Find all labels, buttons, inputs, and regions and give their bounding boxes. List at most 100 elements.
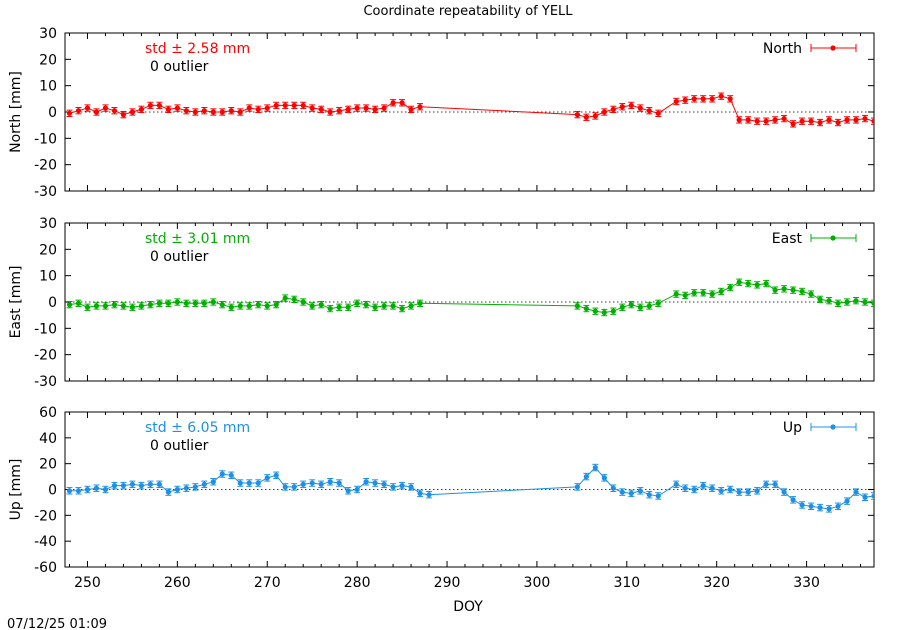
data-point bbox=[255, 302, 261, 308]
data-point bbox=[655, 300, 661, 306]
data-point bbox=[390, 303, 396, 309]
data-point bbox=[646, 108, 652, 114]
data-point bbox=[871, 300, 874, 306]
data-point bbox=[682, 97, 688, 103]
data-point bbox=[718, 93, 724, 99]
data-point bbox=[264, 303, 270, 309]
y-tick-label: 0 bbox=[48, 295, 57, 311]
data-point bbox=[844, 299, 850, 305]
data-point bbox=[246, 303, 252, 309]
data-point bbox=[129, 109, 136, 115]
data-point bbox=[75, 300, 82, 306]
data-point bbox=[781, 489, 787, 495]
data-point bbox=[363, 302, 369, 308]
data-point bbox=[700, 96, 706, 102]
data-point bbox=[129, 304, 136, 310]
data-point bbox=[309, 480, 315, 486]
data-point bbox=[610, 485, 616, 491]
data-point bbox=[201, 300, 207, 306]
legend-label: North bbox=[763, 41, 802, 57]
x-tick-label: 330 bbox=[793, 575, 820, 591]
data-point bbox=[574, 112, 580, 118]
data-point bbox=[66, 488, 73, 494]
data-point bbox=[637, 488, 643, 494]
outlier-label: 0 outlier bbox=[150, 438, 209, 454]
data-point bbox=[273, 102, 279, 109]
data-point bbox=[66, 110, 73, 116]
data-point bbox=[799, 288, 805, 295]
data-point bbox=[601, 109, 607, 115]
data-point bbox=[862, 494, 868, 500]
y-tick-label: -20 bbox=[34, 158, 57, 174]
data-point bbox=[246, 105, 252, 111]
y-axis-label: East [mm] bbox=[8, 266, 24, 339]
data-point bbox=[174, 299, 180, 305]
data-point bbox=[390, 484, 396, 490]
data-point bbox=[745, 489, 751, 495]
series-east bbox=[66, 278, 874, 317]
data-point bbox=[772, 481, 778, 487]
data-point bbox=[745, 280, 751, 287]
data-point bbox=[219, 471, 225, 477]
series-line bbox=[69, 95, 874, 125]
data-point bbox=[372, 106, 378, 112]
data-point bbox=[345, 106, 351, 112]
x-tick-label: 310 bbox=[613, 575, 640, 591]
data-point bbox=[574, 303, 580, 309]
data-point bbox=[835, 119, 841, 126]
y-tick-label: -20 bbox=[34, 348, 57, 364]
x-tick-label: 300 bbox=[524, 575, 551, 591]
data-point bbox=[156, 102, 162, 109]
data-point bbox=[682, 485, 688, 491]
data-point bbox=[228, 304, 234, 310]
data-point bbox=[381, 105, 387, 111]
data-point bbox=[210, 479, 216, 485]
data-point bbox=[408, 106, 414, 112]
data-point bbox=[601, 475, 607, 481]
y-tick-label: 20 bbox=[39, 52, 57, 68]
data-point bbox=[201, 481, 207, 487]
data-point bbox=[682, 292, 688, 299]
data-point bbox=[826, 117, 832, 123]
data-point bbox=[282, 484, 288, 490]
data-point bbox=[646, 492, 652, 498]
data-point bbox=[417, 300, 423, 306]
data-point bbox=[381, 481, 387, 487]
data-point bbox=[66, 302, 73, 308]
data-point bbox=[817, 504, 823, 511]
data-point bbox=[727, 284, 733, 291]
data-point bbox=[345, 304, 351, 310]
data-point bbox=[853, 117, 859, 123]
data-point bbox=[75, 488, 82, 494]
y-tick-label: -10 bbox=[34, 321, 57, 337]
data-point bbox=[183, 300, 189, 306]
data-point bbox=[318, 106, 324, 112]
data-point bbox=[264, 105, 270, 111]
data-point bbox=[381, 303, 387, 309]
data-point bbox=[408, 303, 414, 309]
data-point bbox=[399, 305, 405, 312]
data-point bbox=[84, 304, 91, 310]
data-point bbox=[718, 488, 724, 494]
legend-marker bbox=[830, 235, 836, 241]
data-point bbox=[354, 486, 360, 493]
data-point bbox=[808, 118, 814, 124]
data-point bbox=[417, 490, 423, 496]
data-point bbox=[300, 102, 306, 109]
data-point bbox=[628, 102, 634, 109]
data-point bbox=[354, 300, 360, 306]
data-point bbox=[709, 291, 715, 297]
data-point bbox=[111, 108, 118, 114]
legend-label: Up bbox=[783, 420, 802, 436]
data-point bbox=[574, 484, 580, 490]
y-tick-label: -20 bbox=[34, 508, 57, 524]
legend-marker bbox=[830, 45, 836, 51]
data-point bbox=[237, 480, 243, 486]
data-point bbox=[772, 287, 778, 293]
chart-title: Coordinate repeatability of YELL bbox=[363, 4, 573, 19]
y-tick-label: -10 bbox=[34, 131, 57, 147]
data-point bbox=[862, 115, 868, 122]
data-point bbox=[399, 100, 405, 106]
data-point bbox=[619, 304, 625, 310]
data-point bbox=[736, 489, 742, 495]
